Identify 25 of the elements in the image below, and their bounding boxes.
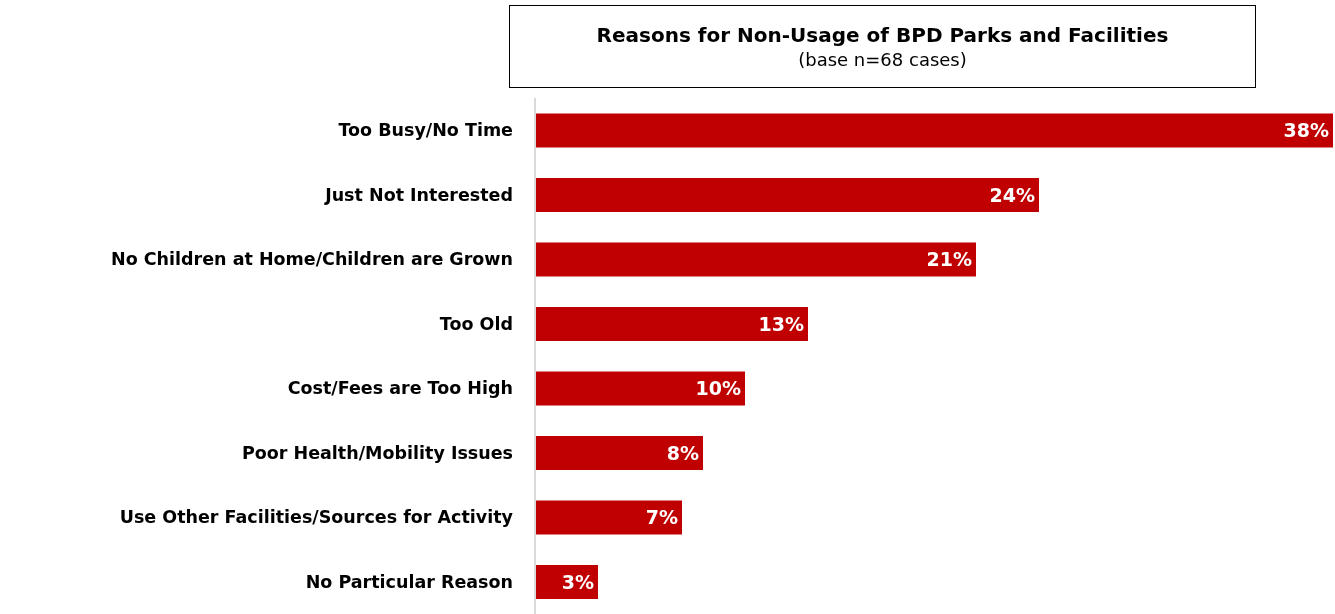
- data-label: 10%: [695, 377, 741, 400]
- bar: [535, 177, 1039, 212]
- chart-title: Reasons for Non-Usage of BPD Parks and Facilities: [596, 23, 1169, 47]
- bar: [535, 242, 976, 277]
- data-label: 21%: [926, 248, 972, 271]
- y-tick-label: Just Not Interested: [324, 184, 513, 205]
- chart-subtitle: (base n=68 cases): [798, 49, 967, 70]
- data-label: 7%: [645, 506, 678, 529]
- data-label: 13%: [758, 312, 804, 335]
- bar: [535, 113, 1333, 148]
- y-tick-label: Too Old: [439, 313, 513, 334]
- bar: [535, 435, 703, 470]
- y-tick-label: No Children at Home/Children are Grown: [111, 249, 513, 270]
- y-tick-label: Use Other Facilities/Sources for Activity: [119, 507, 514, 528]
- y-tick-label: Poor Health/Mobility Issues: [241, 442, 513, 463]
- data-label: 8%: [666, 441, 699, 464]
- y-tick-label: No Particular Reason: [305, 571, 513, 592]
- y-tick-label: Too Busy/No Time: [338, 120, 514, 141]
- bar: [535, 306, 808, 341]
- bar: [535, 371, 745, 406]
- bar: [535, 500, 682, 535]
- data-label: 38%: [1283, 119, 1329, 142]
- y-tick-label: Cost/Fees are Too High: [287, 378, 513, 399]
- data-label: 3%: [561, 570, 594, 593]
- data-label: 24%: [989, 183, 1035, 206]
